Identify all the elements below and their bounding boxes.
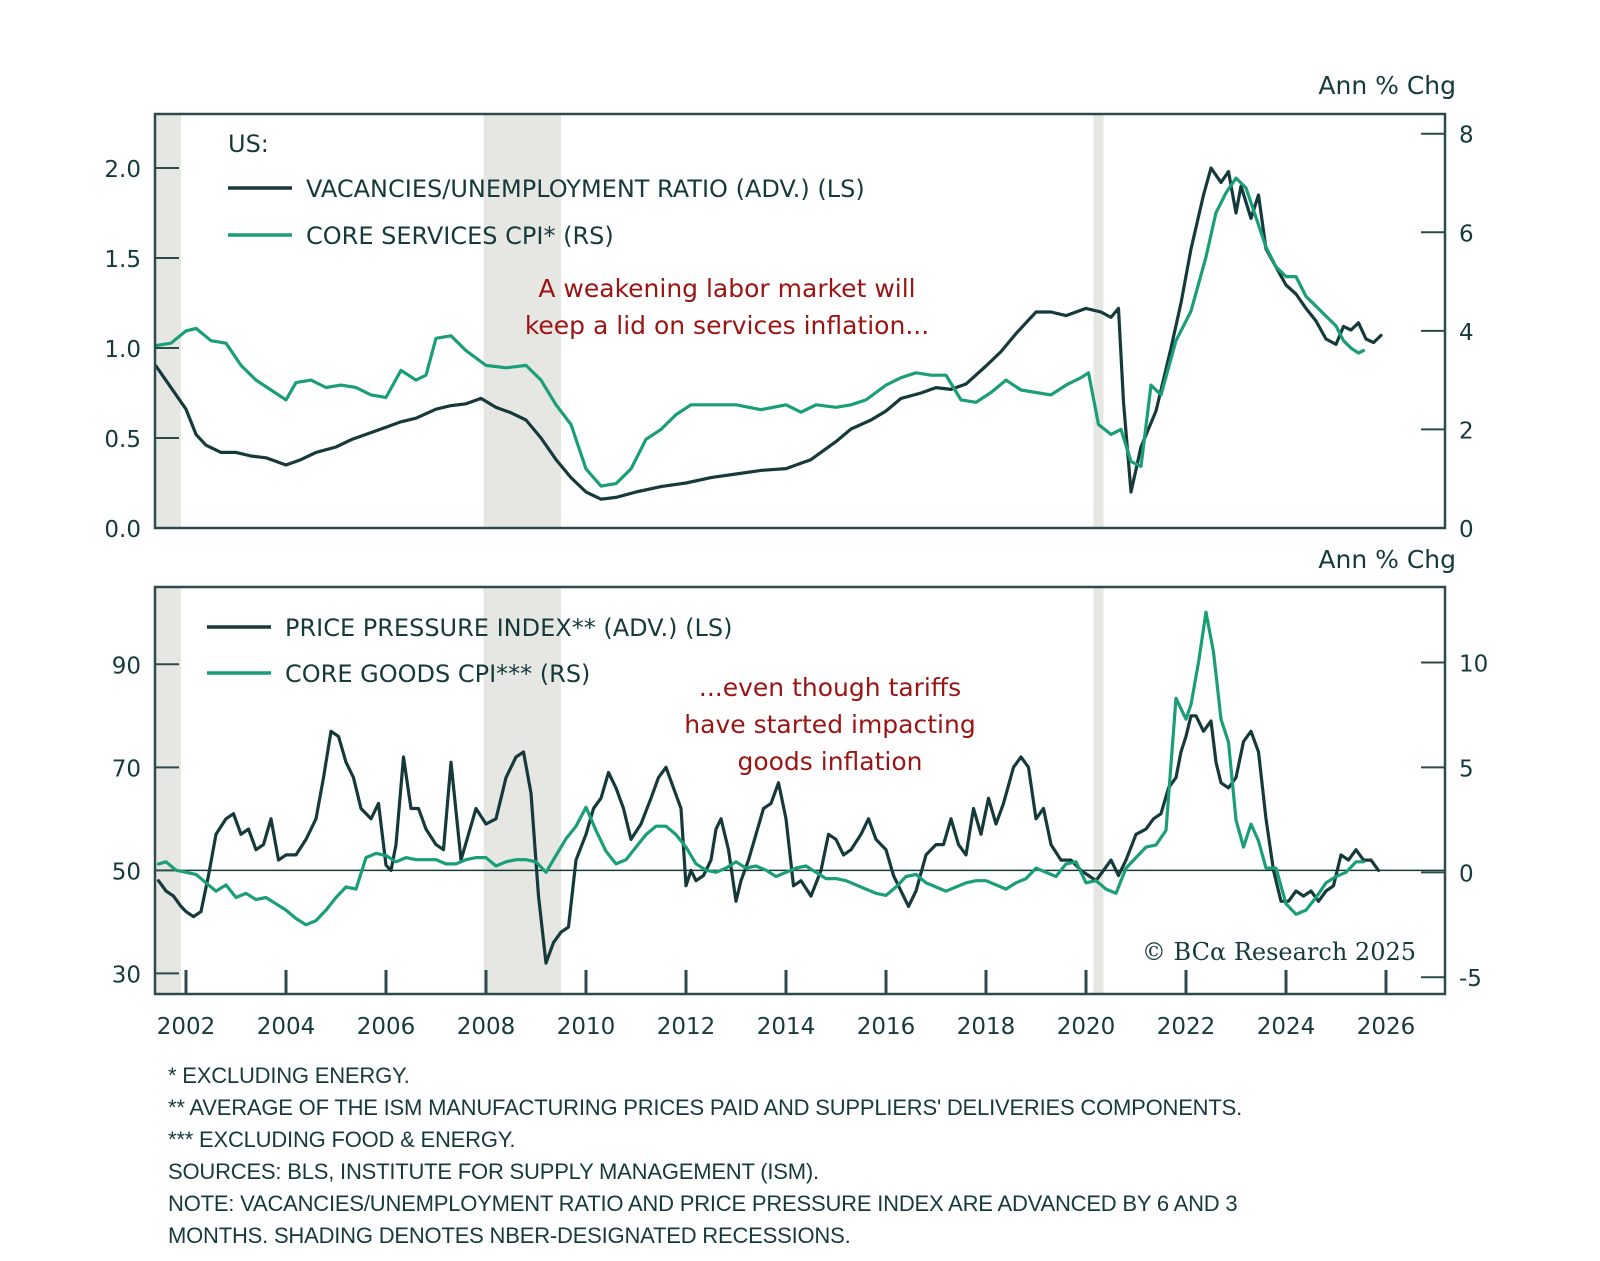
footnote-1: * EXCLUDING ENERGY. [168, 1063, 410, 1088]
bottom-recession-band [483, 587, 561, 994]
x-axis-tick-label: 2002 [157, 1014, 216, 1040]
bottom-right-tick-label: 5 [1459, 756, 1474, 782]
bottom-left-tick-label: 70 [112, 756, 141, 782]
top-plot-frame [153, 112, 1447, 530]
top-panel: 0.0 0.5 1.0 1.5 2.0 0 2 4 6 8 Ann % Chg US: VACAN… [104, 71, 1473, 543]
top-left-tick-label: 0.5 [104, 427, 141, 453]
footnote-3: *** EXCLUDING FOOD & ENERGY. [168, 1127, 516, 1152]
x-axis-tick-label: 2016 [857, 1014, 916, 1040]
top-left-tick-label: 1.0 [104, 337, 141, 363]
top-recession-band [483, 114, 561, 528]
top-left-tick-label: 2.0 [104, 157, 141, 183]
top-right-tick-label: 8 [1459, 123, 1474, 149]
top-right-tick-label: 0 [1459, 517, 1474, 543]
top-series-green [154, 176, 1366, 488]
top-recession-shading [155, 114, 1104, 528]
x-axis-tick-label: 2010 [557, 1014, 616, 1040]
top-axis-ticks: 0.0 0.5 1.0 1.5 2.0 0 2 4 6 8 [104, 123, 1473, 543]
bottom-recession-band [1093, 587, 1104, 994]
bottom-series-lines [156, 610, 1381, 965]
x-axis-tick-labels: 2002 2004 2006 2008 2010 2012 2014 2016 2018 2020… [157, 1014, 1416, 1040]
x-axis-tick-label: 2018 [957, 1014, 1016, 1040]
x-axis-tick-label: 2012 [657, 1014, 716, 1040]
x-axis-tick-label: 2022 [1157, 1014, 1216, 1040]
copyright-text: © BCα Research 2025 [1142, 938, 1416, 966]
top-left-tick-label: 0.0 [104, 517, 141, 543]
x-axis-tick-label: 2026 [1357, 1014, 1416, 1040]
top-right-tick-label: 4 [1459, 320, 1474, 346]
bottom-left-tick-label: 30 [112, 962, 141, 988]
x-axis-tick-label: 2004 [257, 1014, 316, 1040]
top-series-lines [154, 166, 1383, 501]
bottom-left-tick-label: 50 [112, 859, 141, 885]
footnote-2: ** AVERAGE OF THE ISM MANUFACTURING PRIC… [168, 1095, 1242, 1120]
bottom-right-tick-label: -5 [1459, 966, 1482, 992]
bottom-right-tick-label: 10 [1459, 652, 1488, 678]
legend-label-price-pressure: PRICE PRESSURE INDEX** (ADV.) (LS) [285, 614, 732, 642]
bottom-right-tick-label: 0 [1459, 861, 1474, 887]
bottom-annotation-line-1: ...even though tariffs [699, 673, 961, 702]
legend-label-core-services: CORE SERVICES CPI* (RS) [306, 222, 614, 250]
footnotes: * EXCLUDING ENERGY. ** AVERAGE OF THE IS… [168, 1060, 1242, 1252]
bottom-right-axis-unit: Ann % Chg [1318, 545, 1456, 574]
bottom-left-tick-label: 90 [112, 653, 141, 679]
bottom-series-green [156, 610, 1366, 927]
top-panel-title: US: [228, 130, 269, 158]
legend-label-core-goods: CORE GOODS CPI*** (RS) [285, 660, 590, 688]
bottom-panel: 30 50 70 90 -5 0 5 10 Ann % Chg PRICE PRESSURE … [112, 545, 1488, 996]
top-series-dark [154, 166, 1383, 501]
footnote-note-2: MONTHS. SHADING DENOTES NBER-DESIGNATED … [168, 1223, 851, 1248]
legend-label-vacancies: VACANCIES/UNEMPLOYMENT RATIO (ADV.) (LS) [306, 175, 865, 203]
top-recession-band [155, 114, 181, 528]
bottom-series-dark [156, 714, 1381, 965]
x-axis-tick-label: 2020 [1057, 1014, 1116, 1040]
top-right-tick-label: 6 [1459, 221, 1474, 247]
footnote-note-1: NOTE: VACANCIES/UNEMPLOYMENT RATIO AND P… [168, 1191, 1238, 1216]
footnote-sources: SOURCES: BLS, INSTITUTE FOR SUPPLY MANAG… [168, 1159, 819, 1184]
top-right-tick-label: 2 [1459, 418, 1474, 444]
bottom-annotation-line-3: goods inflation [737, 747, 922, 776]
top-recession-band [1093, 114, 1104, 528]
top-annotation-line-2: keep a lid on services inflation... [525, 311, 929, 340]
x-axis-tick-label: 2014 [757, 1014, 816, 1040]
top-left-tick-label: 1.5 [104, 247, 141, 273]
top-right-axis-unit: Ann % Chg [1318, 71, 1456, 100]
x-axis-tick-label: 2008 [457, 1014, 516, 1040]
bottom-recession-band [155, 587, 181, 994]
bottom-recession-shading [155, 587, 1104, 994]
top-annotation-line-1: A weakening labor market will [538, 274, 915, 303]
bottom-axis-ticks: 30 50 70 90 -5 0 5 10 [112, 652, 1488, 994]
x-axis-tick-label: 2006 [357, 1014, 416, 1040]
bottom-plot-frame [153, 585, 1447, 996]
bottom-annotation-line-2: have started impacting [684, 710, 975, 739]
x-axis-tick-label: 2024 [1257, 1014, 1316, 1040]
